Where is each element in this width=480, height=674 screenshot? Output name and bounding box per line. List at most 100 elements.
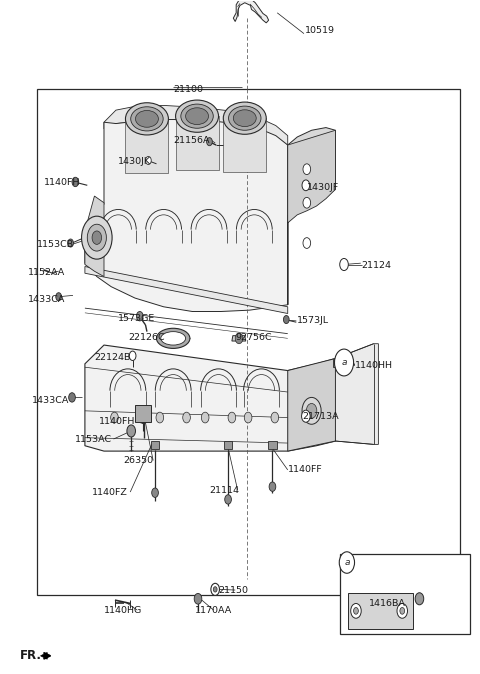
Circle shape — [68, 239, 73, 247]
Text: 21114: 21114 — [209, 485, 239, 495]
Circle shape — [303, 164, 311, 175]
Text: 21150: 21150 — [218, 586, 249, 594]
Circle shape — [211, 583, 219, 595]
Polygon shape — [336, 344, 378, 444]
Ellipse shape — [161, 332, 186, 345]
Circle shape — [92, 231, 102, 245]
Circle shape — [283, 315, 289, 324]
Text: 1170AA: 1170AA — [195, 606, 232, 615]
Polygon shape — [104, 105, 288, 145]
Text: 1430JF: 1430JF — [307, 183, 339, 192]
Text: 1433CA: 1433CA — [33, 396, 70, 404]
Ellipse shape — [186, 108, 208, 125]
Ellipse shape — [181, 104, 213, 128]
FancyBboxPatch shape — [151, 441, 159, 449]
Text: 1140FF: 1140FF — [288, 466, 323, 474]
Text: 21124: 21124 — [362, 261, 392, 270]
Circle shape — [82, 216, 112, 259]
Polygon shape — [288, 359, 336, 451]
Circle shape — [213, 586, 217, 592]
Circle shape — [269, 482, 276, 491]
Ellipse shape — [228, 106, 261, 130]
Polygon shape — [232, 336, 246, 341]
Polygon shape — [85, 266, 288, 313]
FancyBboxPatch shape — [340, 555, 470, 634]
Polygon shape — [85, 196, 104, 276]
Text: 1140FZ: 1140FZ — [92, 487, 128, 497]
Text: 1416BA: 1416BA — [369, 599, 406, 608]
Circle shape — [156, 412, 164, 423]
Circle shape — [235, 333, 243, 344]
Polygon shape — [40, 652, 47, 659]
Circle shape — [302, 398, 321, 424]
Circle shape — [397, 603, 408, 618]
Text: 1140HH: 1140HH — [355, 361, 393, 370]
Polygon shape — [288, 127, 336, 305]
Text: 21100: 21100 — [173, 85, 203, 94]
Ellipse shape — [176, 100, 218, 132]
Circle shape — [354, 607, 359, 614]
Circle shape — [302, 180, 310, 191]
Circle shape — [228, 412, 236, 423]
Circle shape — [139, 412, 148, 423]
Text: 1152AA: 1152AA — [28, 268, 65, 277]
Circle shape — [201, 412, 209, 423]
Ellipse shape — [125, 102, 168, 135]
Circle shape — [87, 224, 107, 251]
Text: 1153AC: 1153AC — [75, 435, 112, 443]
Polygon shape — [288, 130, 336, 305]
Text: 1573GE: 1573GE — [118, 314, 156, 324]
Polygon shape — [85, 119, 288, 311]
Text: 1140HG: 1140HG — [104, 606, 142, 615]
FancyBboxPatch shape — [224, 441, 232, 449]
Circle shape — [225, 495, 231, 504]
FancyBboxPatch shape — [37, 89, 459, 595]
Circle shape — [244, 412, 252, 423]
Circle shape — [303, 238, 311, 249]
Circle shape — [400, 607, 405, 614]
Ellipse shape — [223, 102, 266, 134]
Text: 92756C: 92756C — [235, 333, 272, 342]
Polygon shape — [125, 119, 168, 173]
Circle shape — [72, 177, 79, 187]
Text: 1140FH: 1140FH — [99, 417, 135, 426]
FancyBboxPatch shape — [268, 441, 277, 449]
Text: 1153CB: 1153CB — [37, 240, 74, 249]
Circle shape — [137, 412, 145, 423]
Circle shape — [56, 293, 61, 301]
Ellipse shape — [131, 106, 163, 131]
Ellipse shape — [135, 111, 158, 127]
Circle shape — [301, 410, 310, 422]
Circle shape — [206, 137, 212, 146]
Circle shape — [152, 488, 158, 497]
Text: 26350: 26350 — [123, 456, 153, 465]
Ellipse shape — [156, 328, 190, 348]
Text: 22124B: 22124B — [95, 353, 131, 362]
Text: 1430JK: 1430JK — [118, 156, 151, 166]
Text: 21713A: 21713A — [302, 412, 339, 421]
Circle shape — [145, 156, 151, 164]
Ellipse shape — [233, 110, 256, 127]
Polygon shape — [233, 0, 269, 23]
FancyBboxPatch shape — [333, 359, 342, 367]
Circle shape — [415, 592, 424, 605]
Circle shape — [335, 349, 354, 376]
Text: FR.: FR. — [20, 649, 42, 663]
Circle shape — [303, 197, 311, 208]
Polygon shape — [176, 116, 218, 170]
Circle shape — [351, 603, 361, 618]
Text: 1140FH: 1140FH — [44, 178, 81, 187]
Circle shape — [194, 593, 202, 604]
Circle shape — [271, 412, 279, 423]
Text: a: a — [344, 558, 349, 567]
Text: a: a — [341, 358, 347, 367]
Circle shape — [129, 351, 136, 361]
Circle shape — [183, 412, 191, 423]
Circle shape — [69, 393, 75, 402]
Polygon shape — [223, 118, 266, 172]
Polygon shape — [85, 345, 336, 451]
Polygon shape — [348, 593, 413, 629]
Circle shape — [340, 258, 348, 270]
Text: 10519: 10519 — [304, 26, 335, 36]
FancyBboxPatch shape — [135, 406, 151, 421]
